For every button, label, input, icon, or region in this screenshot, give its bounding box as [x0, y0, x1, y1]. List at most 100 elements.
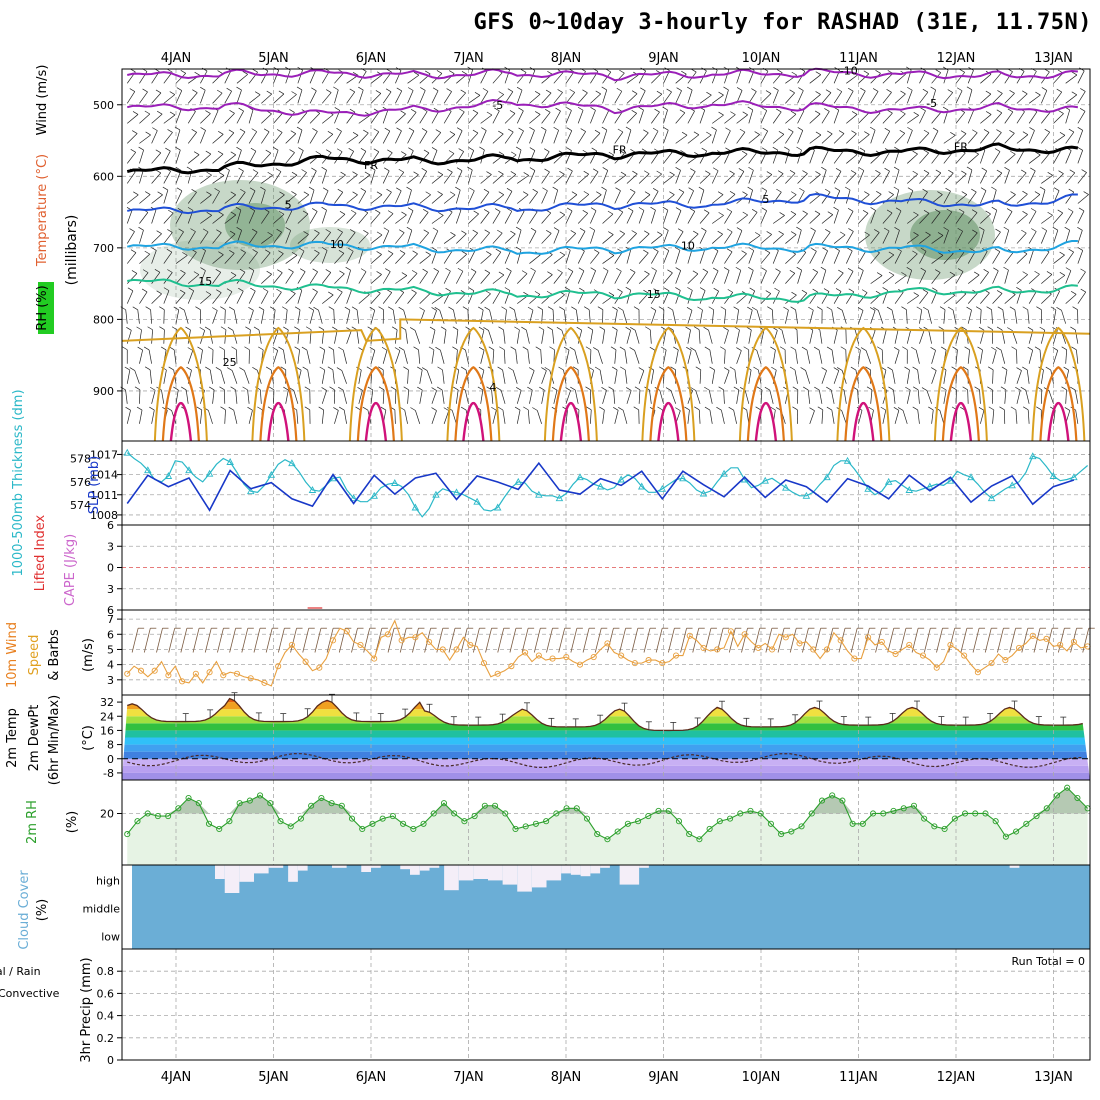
wind-barb — [711, 309, 715, 324]
rh-marker — [900, 805, 907, 812]
wind-barb — [563, 309, 567, 324]
rh-marker — [287, 823, 294, 830]
wind-barb-flag — [547, 271, 553, 275]
wind-barb-flag — [431, 407, 437, 411]
wind-barb-flag — [675, 407, 681, 411]
wind-barb-flag — [276, 288, 282, 293]
wind-barb — [575, 309, 579, 324]
wind-barb — [980, 93, 992, 104]
wind-barb-flag — [544, 367, 550, 371]
wind-barb-flag — [1003, 226, 1009, 231]
wind-barb-flag — [619, 150, 625, 154]
wind-barb-flag — [491, 406, 497, 411]
wind-barb-flag — [608, 252, 615, 256]
wind-barb — [590, 210, 597, 224]
wind-barb-flag — [616, 267, 622, 272]
wind-barb-flag — [582, 89, 588, 94]
wind-barb — [626, 129, 632, 144]
wind-barb-flag — [1047, 211, 1053, 216]
wind-barb — [724, 270, 730, 284]
wind-barb — [1065, 74, 1078, 84]
wind-barb — [553, 254, 566, 264]
wind-barb — [846, 74, 858, 84]
wind-barb-flag — [1027, 346, 1033, 351]
wind-barb-flag — [378, 366, 384, 371]
thickness-marker — [370, 491, 378, 499]
wind-barb — [163, 272, 173, 284]
wind-barb-flag — [790, 346, 796, 351]
wind-barb-flag — [922, 289, 929, 293]
wind-barb — [163, 150, 171, 164]
wind-barb — [846, 211, 854, 224]
thickness-marker — [782, 483, 790, 491]
wind-speed-marker — [151, 667, 158, 674]
wind-barb — [748, 91, 757, 104]
wind-barb-flag — [653, 248, 659, 252]
wind-barb — [772, 173, 784, 184]
wind-barb-flag — [1059, 251, 1065, 256]
wind-barb — [906, 190, 914, 204]
wind-barb-flag — [282, 306, 288, 311]
wind-barb-flag — [736, 227, 743, 231]
rh-high-fill — [127, 787, 1088, 814]
wind-barb — [529, 170, 536, 184]
wind-barb — [151, 152, 162, 164]
wind-barb-flag — [532, 407, 538, 411]
wind-barb — [260, 309, 265, 324]
wind-barb-flag — [873, 307, 879, 311]
wind-barb — [529, 370, 535, 384]
wind-barb-flag — [1044, 128, 1050, 133]
wind-barb-flag — [695, 366, 701, 371]
temp-band — [122, 716, 1090, 724]
wind-barb-flag — [913, 231, 919, 236]
wind-barb-flag — [530, 227, 537, 232]
wind-barb-flag — [462, 306, 469, 310]
wind-barb-flag — [312, 208, 318, 212]
wind-barb — [456, 233, 467, 244]
wind-barb-flag — [886, 89, 892, 93]
wind-barb-flag — [940, 346, 947, 351]
wind-barb-flag — [265, 366, 272, 371]
wind-barb — [126, 410, 131, 424]
wind-barb — [1077, 130, 1084, 144]
wind-barb-flag — [508, 367, 514, 371]
wind-barb — [626, 272, 636, 284]
wind-barb-flag — [263, 128, 270, 133]
wind-barb — [809, 194, 821, 204]
wind-barb-flag — [483, 327, 489, 331]
wind-barb — [492, 349, 495, 364]
wind-barb — [224, 233, 236, 244]
wind-barb-flag — [403, 366, 409, 371]
wind-barb — [695, 350, 701, 364]
wind-barb — [139, 230, 144, 244]
wind-barb — [468, 169, 473, 184]
wind-barb-flag — [791, 71, 797, 76]
wind-barb — [772, 134, 785, 144]
wind-barb — [492, 173, 504, 184]
wind-barb-flag — [631, 110, 637, 114]
wind-barb — [200, 270, 206, 284]
wind-barb — [127, 133, 138, 144]
wind-barb — [797, 110, 805, 124]
wind-barb — [517, 175, 529, 184]
wind-barb — [419, 171, 428, 184]
wind-barb — [516, 250, 522, 264]
wind-barb-flag — [907, 187, 914, 191]
wind-barb — [675, 290, 681, 304]
high-cloud-bar — [517, 865, 532, 892]
wind-barb — [626, 210, 634, 224]
wind-barb-flag — [826, 306, 832, 311]
wind-barb — [565, 271, 574, 284]
thickness-marker — [596, 482, 605, 490]
wind-barb — [1028, 94, 1041, 104]
wind-barb-flag — [827, 130, 833, 135]
wind-barb — [431, 295, 444, 304]
isotherm-warm — [933, 326, 988, 442]
rh-marker — [216, 825, 223, 832]
wind-barb-flag — [315, 151, 321, 155]
wind-barb-flag — [815, 171, 821, 175]
wind-barb-flag — [863, 70, 869, 75]
wind-barb — [882, 410, 887, 424]
wind-barb-flag — [369, 306, 375, 311]
wind-barb — [431, 150, 438, 164]
